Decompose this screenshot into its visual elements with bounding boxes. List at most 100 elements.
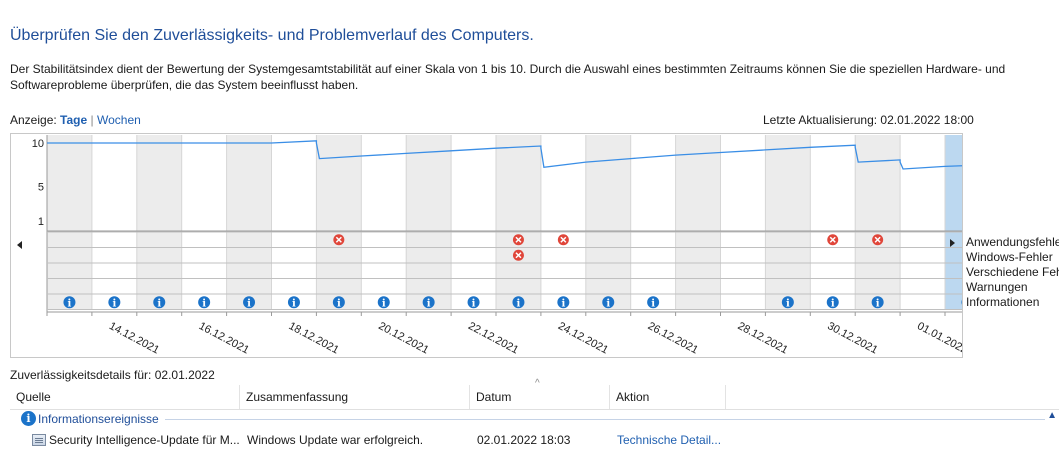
scroll-right-icon[interactable]: [950, 239, 955, 247]
information-icon-glyph: i: [831, 298, 835, 309]
information-icon: [422, 296, 435, 309]
day-column: [406, 135, 452, 310]
information-icon-glyph: i: [382, 298, 386, 309]
information-icon-glyph: i: [606, 298, 610, 309]
details-label: Zuverlässigkeitsdetails für: 02.01.2022: [10, 368, 215, 382]
information-icon: [647, 296, 660, 309]
information-icon: [826, 296, 839, 309]
row-date: 02.01.2022 18:03: [477, 433, 571, 447]
column-summary[interactable]: Zusammenfassung: [240, 385, 470, 409]
information-icon: [153, 296, 166, 309]
application-error-icon-cross: [515, 236, 522, 243]
x-date-label: 30.12.2021: [825, 320, 879, 356]
y-tick-label: 1: [38, 216, 44, 228]
information-icon: [332, 296, 345, 309]
row-label-0: Anwendungsfehler: [966, 235, 1059, 249]
stability-index-line: [47, 140, 962, 170]
table-row[interactable]: Security Intelligence-Update für M... Wi…: [10, 430, 1059, 450]
application-error-icon-cross: [335, 236, 342, 243]
y-tick-label: 5: [38, 181, 44, 193]
information-icon: [781, 296, 794, 309]
row-label-3: Warnungen: [966, 280, 1028, 294]
day-column: [226, 135, 272, 310]
day-column: [271, 135, 317, 310]
x-date-label: 28.12.2021: [736, 320, 790, 356]
information-icon-glyph: i: [202, 298, 206, 309]
view-label: Anzeige:: [10, 113, 57, 127]
windows-error-icon-cross: [515, 252, 522, 259]
group-divider: [165, 419, 1045, 420]
row-label-1: Windows-Fehler: [966, 250, 1053, 264]
information-icon: [467, 296, 480, 309]
column-source[interactable]: Quelle: [10, 385, 240, 409]
information-icon-glyph: i: [651, 298, 655, 309]
information-icon-glyph: i: [786, 298, 790, 309]
day-column: [855, 135, 901, 310]
last-update: Letzte Aktualisierung: 02.01.2022 18:00: [763, 113, 974, 127]
information-icon: [557, 296, 570, 309]
group-information-events[interactable]: i Informationsereignisse ▲: [10, 409, 1059, 429]
information-icon-glyph: i: [427, 298, 431, 309]
row-source: Security Intelligence-Update für M...: [49, 433, 240, 447]
day-column: [630, 135, 676, 310]
information-icon-glyph: i: [472, 298, 476, 309]
day-column: [136, 135, 182, 310]
view-switcher: Anzeige: Tage | Wochen: [10, 113, 141, 127]
group-label: Informationsereignisse: [38, 412, 159, 426]
selected-day-column: [945, 135, 962, 310]
x-date-label: 22.12.2021: [466, 320, 520, 356]
view-days-link[interactable]: Tage: [60, 113, 88, 127]
application-error-icon-cross: [829, 236, 836, 243]
day-column: [900, 135, 945, 310]
x-date-label: 18.12.2021: [287, 320, 341, 356]
information-icon-glyph: i: [876, 298, 880, 309]
day-column: [451, 135, 496, 310]
row-action-link[interactable]: Technische Detail...: [617, 433, 722, 447]
page-description: Der Stabilitätsindex dient der Bewertung…: [10, 62, 1006, 92]
details-table-header: Quelle Zusammenfassung Datum Aktion: [10, 385, 1059, 410]
day-column: [810, 135, 856, 310]
information-icon: [871, 296, 884, 309]
reliability-chart-svg: 1051iiiiiiiiiiiiiiiiii14.12.202116.12.20…: [17, 135, 962, 356]
reliability-chart[interactable]: 1051iiiiiiiiiiiiiiiiii14.12.202116.12.20…: [10, 133, 963, 358]
information-icon: [377, 296, 390, 309]
x-date-label: 20.12.2021: [376, 320, 430, 356]
day-column: [585, 135, 631, 310]
day-column: [91, 135, 137, 310]
information-icon: [63, 296, 76, 309]
x-date-label: 01.01.2022: [915, 320, 962, 356]
application-error-icon-cross: [874, 236, 881, 243]
x-date-label: 24.12.2021: [556, 320, 610, 356]
scroll-left-icon[interactable]: [17, 241, 22, 249]
information-icon-glyph: i: [112, 298, 116, 309]
day-column: [47, 135, 92, 310]
information-icon-glyph: i: [517, 298, 521, 309]
chart-row-labels: Anwendungsfehler Windows-Fehler Verschiede…: [966, 235, 1059, 310]
x-date-label: 26.12.2021: [646, 320, 700, 356]
information-icon: [198, 296, 211, 309]
information-icon: [961, 299, 962, 305]
row-summary: Windows Update war erfolgreich.: [247, 433, 424, 447]
day-column: [361, 135, 407, 310]
view-separator: |: [90, 113, 94, 127]
collapse-caret-icon[interactable]: ▲: [1047, 410, 1057, 421]
information-icon-glyph: i: [247, 298, 251, 309]
day-column: [720, 135, 766, 310]
day-column: [540, 135, 586, 310]
information-icon-glyph: i: [157, 298, 161, 309]
application-error-icon-cross: [560, 236, 567, 243]
info-icon: i: [21, 411, 36, 426]
information-icon-glyph: i: [561, 298, 565, 309]
day-column: [316, 135, 362, 310]
x-date-label: 16.12.2021: [197, 320, 251, 356]
information-icon: [287, 296, 300, 309]
information-icon-glyph: i: [292, 298, 296, 309]
day-column: [496, 135, 541, 310]
view-weeks-link[interactable]: Wochen: [96, 113, 141, 127]
row-label-2: Verschiedene Fehler: [966, 265, 1059, 279]
information-icon: [512, 296, 525, 309]
page-title: Überprüfen Sie den Zuverlässigkeits- und…: [10, 27, 534, 44]
row-label-4: Informationen: [966, 295, 1040, 309]
column-action[interactable]: Aktion: [610, 385, 726, 409]
column-date[interactable]: Datum: [470, 385, 610, 409]
